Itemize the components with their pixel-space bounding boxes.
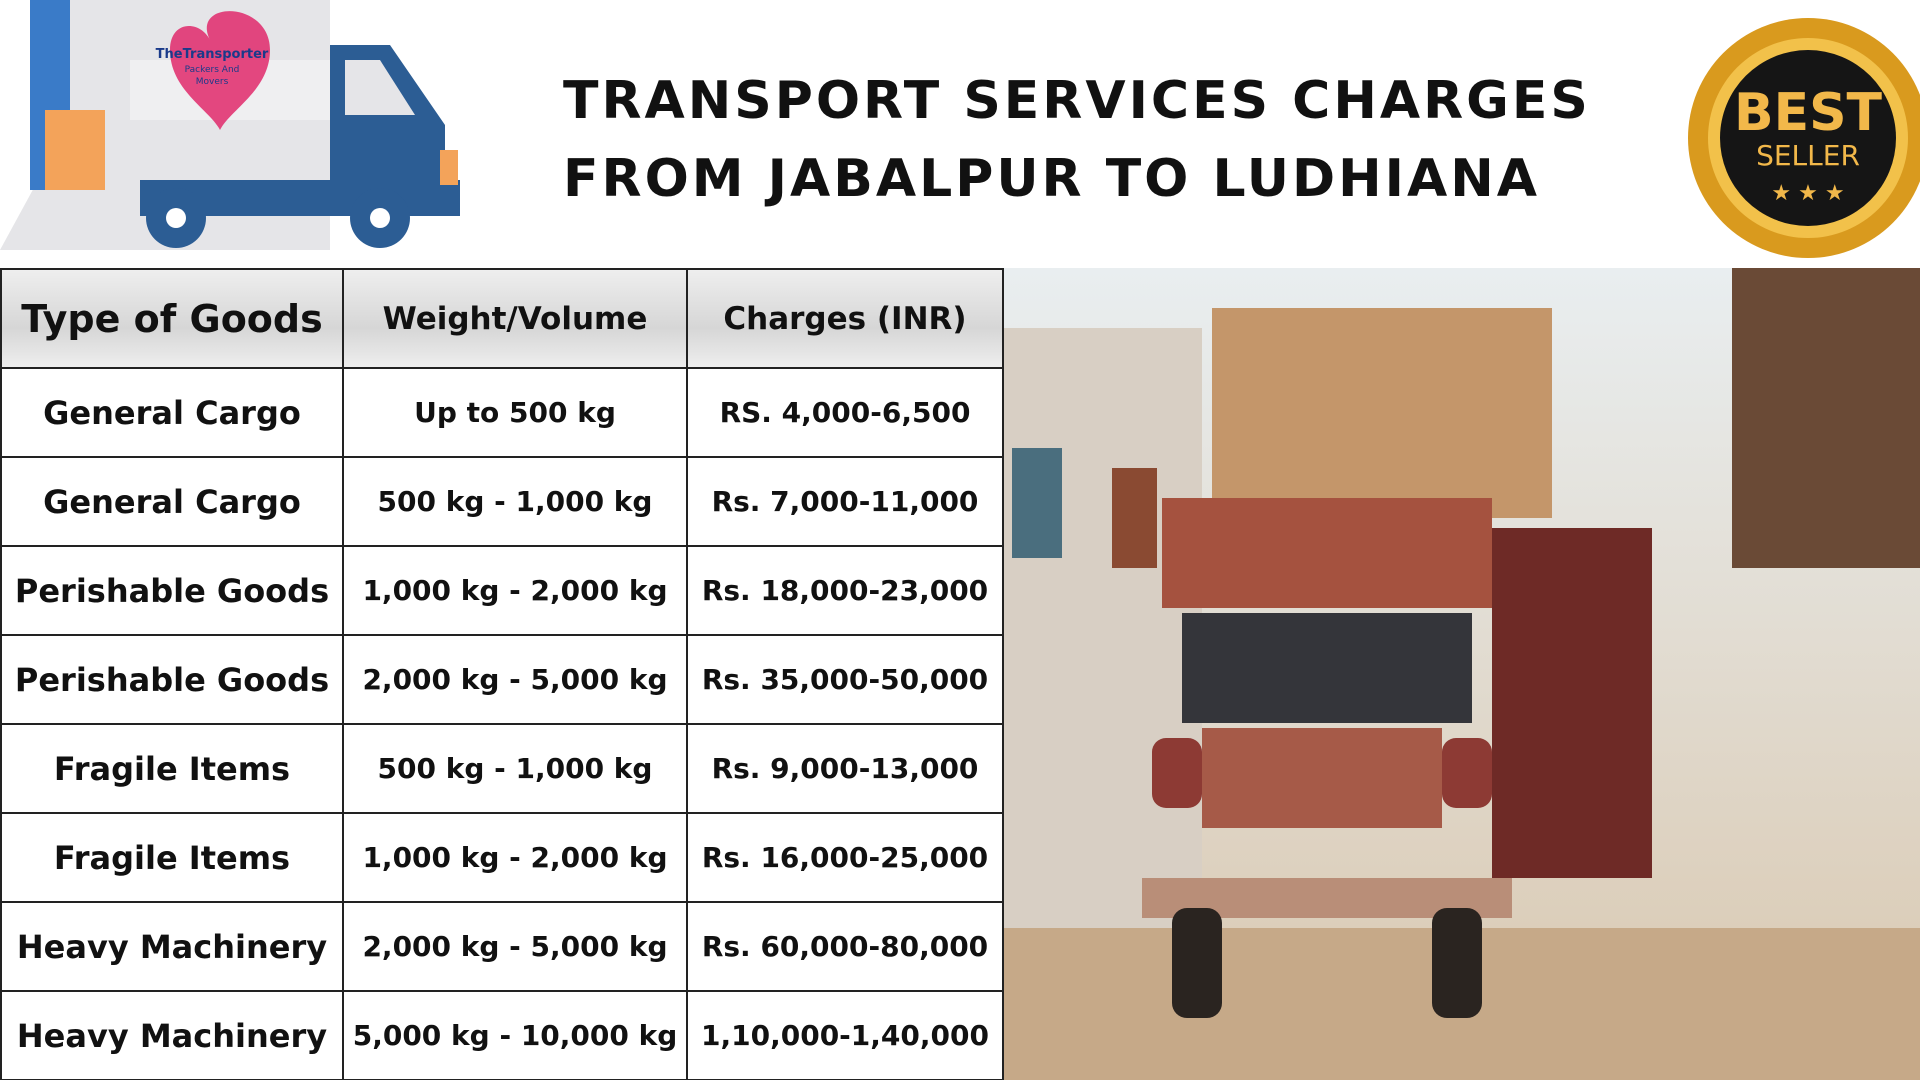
best-seller-badge: BEST SELLER ★ ★ ★ <box>1688 18 1920 258</box>
table-cell: 1,000 kg - 2,000 kg <box>342 545 688 636</box>
table-row: General Cargo 500 kg - 1,000 kg Rs. 7,000-… <box>0 456 1004 547</box>
table-cell: Rs. 7,000-11,000 <box>686 456 1004 547</box>
table-row: Perishable Goods 1,000 kg - 2,000 kg Rs. 1… <box>0 545 1004 636</box>
truck-photo <box>1002 268 1920 1080</box>
column-header: Charges (INR) <box>686 268 1004 369</box>
table-cell: Perishable Goods <box>0 634 344 725</box>
table-cell: Fragile Items <box>0 723 344 814</box>
logo-text: TheTransporter <box>156 47 269 62</box>
logo-text: Packers And <box>185 65 240 75</box>
table-cell: Rs. 18,000-23,000 <box>686 545 1004 636</box>
table-cell: 500 kg - 1,000 kg <box>342 723 688 814</box>
table-row: Fragile Items 1,000 kg - 2,000 kg Rs. 16,0… <box>0 812 1004 903</box>
column-header: Weight/Volume <box>342 268 688 369</box>
table-row: Heavy Machinery 5,000 kg - 10,000 kg 1,10,… <box>0 990 1004 1080</box>
table-row: Perishable Goods 2,000 kg - 5,000 kg Rs. 3… <box>0 634 1004 725</box>
table-cell: 2,000 kg - 5,000 kg <box>342 901 688 992</box>
charges-table: Type of Goods Weight/Volume Charges (INR) … <box>0 268 1004 1080</box>
table-cell: 500 kg - 1,000 kg <box>342 456 688 547</box>
table-row: Fragile Items 500 kg - 1,000 kg Rs. 9,000-… <box>0 723 1004 814</box>
title-line: FROM JABALPUR TO LUDHIANA <box>563 149 1541 209</box>
table-cell: Perishable Goods <box>0 545 344 636</box>
table-cell: 5,000 kg - 10,000 kg <box>342 990 688 1080</box>
table-cell: Heavy Machinery <box>0 901 344 992</box>
column-header: Type of Goods <box>0 268 344 369</box>
table-cell: RS. 4,000-6,500 <box>686 367 1004 458</box>
table-cell: Rs. 60,000-80,000 <box>686 901 1004 992</box>
table-cell: 2,000 kg - 5,000 kg <box>342 634 688 725</box>
svg-text:★ ★ ★: ★ ★ ★ <box>1771 181 1844 206</box>
badge-text: BEST <box>1734 83 1883 143</box>
header-row: Type of Goods Weight/Volume Charges (INR) <box>0 268 1004 369</box>
badge-text: SELLER <box>1756 139 1860 172</box>
table-cell: Rs. 35,000-50,000 <box>686 634 1004 725</box>
table-cell: 1,10,000-1,40,000 <box>686 990 1004 1080</box>
table-cell: 1,000 kg - 2,000 kg <box>342 812 688 903</box>
table-row: Heavy Machinery 2,000 kg - 5,000 kg Rs. 60… <box>0 901 1004 992</box>
table-cell: General Cargo <box>0 456 344 547</box>
table-cell: Up to 500 kg <box>342 367 688 458</box>
title-line: TRANSPORT SERVICES CHARGES <box>563 71 1591 131</box>
logo-truck: TheTransporter Packers And Movers <box>0 0 460 250</box>
table-cell: Fragile Items <box>0 812 344 903</box>
table-cell: Rs. 16,000-25,000 <box>686 812 1004 903</box>
table-cell: General Cargo <box>0 367 344 458</box>
logo-text: Movers <box>196 77 229 87</box>
title: TRANSPORT SERVICES CHARGES FROM JABALPUR… <box>563 62 1591 218</box>
table-cell: Heavy Machinery <box>0 990 344 1080</box>
table-cell: Rs. 9,000-13,000 <box>686 723 1004 814</box>
table-row: General Cargo Up to 500 kg RS. 4,000-6,500 <box>0 367 1004 458</box>
table-body: General Cargo Up to 500 kg RS. 4,000-6,500… <box>0 367 1004 1080</box>
